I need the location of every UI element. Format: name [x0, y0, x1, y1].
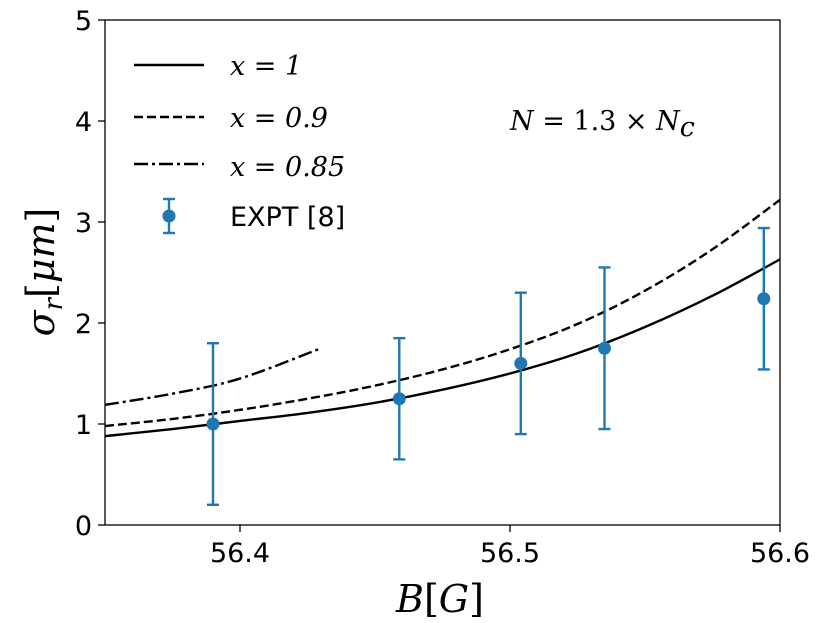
y-axis-title-bracket-close: ] — [19, 208, 63, 223]
annotation-equation: = 1.3 × — [534, 106, 657, 137]
y-axis-title: σr[μm] — [19, 208, 69, 337]
x-axis-title-G: G — [439, 577, 469, 621]
y-axis-title-subscript: r — [39, 296, 69, 310]
annotation-Nc: N — [655, 106, 681, 137]
y-tick-label-5: 5 — [75, 6, 92, 37]
legend-label-x09: x = 0.9 — [230, 103, 328, 134]
y-tick-label-0: 0 — [75, 511, 92, 542]
y-tick-label-1: 1 — [75, 410, 92, 441]
annotation-Nc-subscript: c — [680, 112, 695, 143]
data-point-3 — [598, 341, 611, 355]
y-tick-label-3: 3 — [75, 208, 92, 239]
x-tick-label-0: 56.4 — [210, 538, 270, 569]
x-axis-title-B: B — [395, 577, 424, 621]
legend: x = 1 x = 0.9 x = 0.85 EXPT [8] — [134, 51, 345, 235]
y-axis-title-sigma: σ — [19, 309, 63, 336]
data-point-4 — [757, 292, 771, 306]
x-axis-title-bracket-close: ] — [469, 577, 484, 621]
series-line-dashed — [104, 198, 781, 428]
x-axis-title: B[G] — [395, 577, 484, 621]
y-axis-title-bracket-open: [ — [19, 283, 63, 298]
legend-label-x085: x = 0.85 — [230, 152, 345, 183]
data-point-1 — [392, 392, 406, 406]
legend-label-x1: x = 1 — [230, 51, 302, 82]
y-tick-label-2: 2 — [75, 309, 92, 340]
x-tick-label-1: 56.5 — [480, 538, 540, 569]
markers-group — [206, 226, 771, 506]
annotation-N: N — [509, 106, 535, 137]
x-tick-label-2: 56.6 — [750, 538, 810, 569]
series-line-dashdot — [104, 347, 322, 406]
y-tick-label-4: 4 — [75, 107, 92, 138]
legend-label-expt: EXPT [8] — [230, 202, 345, 233]
data-point-0 — [206, 417, 220, 431]
ticks-group: 56.4 56.5 56.6 0 1 2 3 4 5 — [75, 6, 810, 569]
y-axis-title-unit: μm — [19, 222, 63, 283]
curves-group — [104, 198, 781, 438]
plot-frame — [104, 19, 781, 526]
annotation: N = 1.3 × Nc — [509, 106, 695, 143]
data-point-2 — [514, 356, 528, 370]
series-line-solid — [104, 258, 781, 438]
x-axis-title-bracket-open: [ — [424, 577, 439, 621]
legend-marker — [162, 209, 176, 223]
